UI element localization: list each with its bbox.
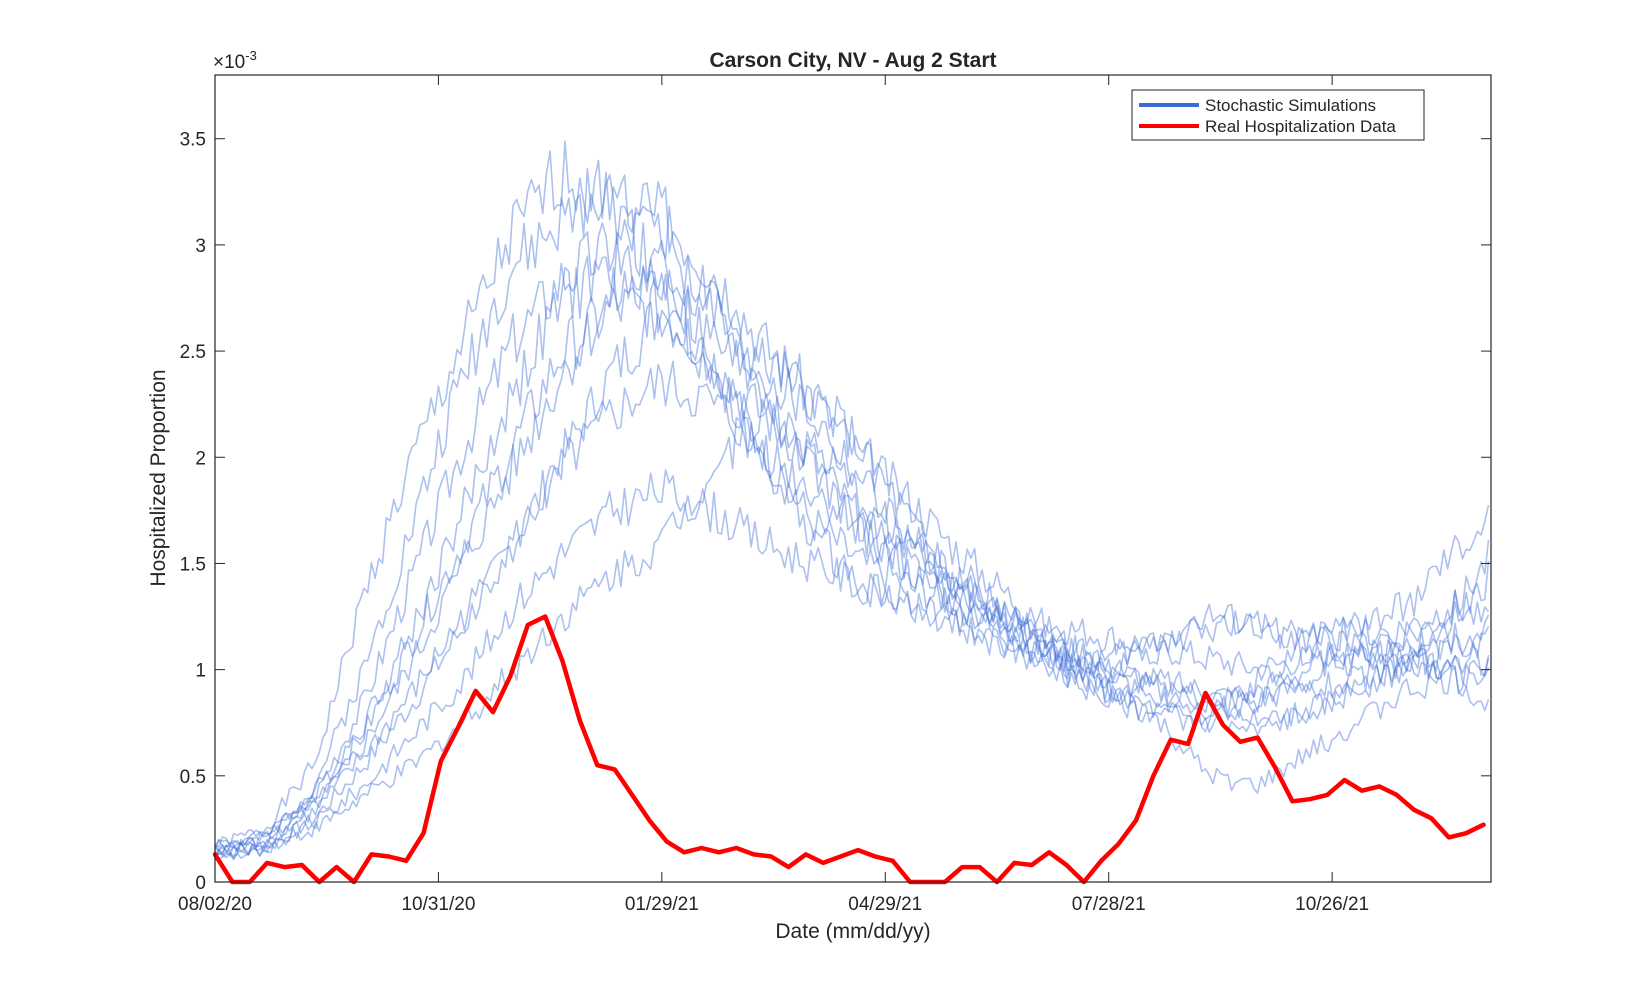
x-tick-label: 01/29/21 bbox=[625, 894, 699, 915]
y-tick-label: 3.5 bbox=[180, 130, 206, 151]
real-data-series-line bbox=[212, 614, 1486, 885]
y-tick-label: 1 bbox=[195, 661, 206, 682]
axis-ticks: 0 0.5 1 1.5 2 2.5 3 3.5 08/02/20 10/31/20 01/29/21… bbox=[178, 75, 1491, 915]
y-tick-label: 2 bbox=[195, 448, 206, 469]
x-tick-label: 08/02/20 bbox=[178, 894, 252, 915]
simulation-line bbox=[214, 277, 1490, 855]
legend: Stochastic Simulations Real Hospitalizat… bbox=[1131, 89, 1425, 141]
simulation-line bbox=[214, 468, 1490, 861]
x-tick-label: 10/31/20 bbox=[401, 894, 475, 915]
x-tick-label: 04/29/21 bbox=[848, 894, 922, 915]
chart-title: Carson City, NV - Aug 2 Start bbox=[709, 49, 996, 72]
y-tick-label: 1.5 bbox=[180, 554, 206, 575]
x-tick-label: 10/26/21 bbox=[1295, 894, 1369, 915]
real-data-line bbox=[212, 614, 1486, 885]
simulation-line bbox=[214, 140, 1490, 848]
simulation-lines bbox=[214, 140, 1490, 861]
simulation-line bbox=[214, 159, 1490, 856]
x-tick-label: 07/28/21 bbox=[1072, 894, 1146, 915]
simulation-line bbox=[214, 181, 1490, 861]
simulation-line bbox=[214, 360, 1490, 848]
y-tick-label: 3 bbox=[195, 236, 206, 257]
plot-area bbox=[215, 75, 1491, 882]
legend-label-real: Real Hospitalization Data bbox=[1205, 117, 1396, 136]
legend-box bbox=[1131, 89, 1425, 141]
y-tick-label: 0 bbox=[195, 873, 206, 894]
legend-label-simulations: Stochastic Simulations bbox=[1205, 96, 1376, 115]
y-tick-label: 2.5 bbox=[180, 342, 206, 363]
simulation-line bbox=[214, 238, 1490, 851]
simulation-line bbox=[214, 239, 1490, 858]
y-tick-label: 0.5 bbox=[180, 767, 206, 788]
y-exponent-label: ×10-3 bbox=[213, 48, 257, 73]
simulation-line bbox=[214, 301, 1490, 860]
y-axis-label: Hospitalized Proportion bbox=[147, 369, 170, 586]
plot-frame bbox=[214, 74, 1492, 883]
x-axis-label: Date (mm/dd/yy) bbox=[775, 920, 930, 943]
